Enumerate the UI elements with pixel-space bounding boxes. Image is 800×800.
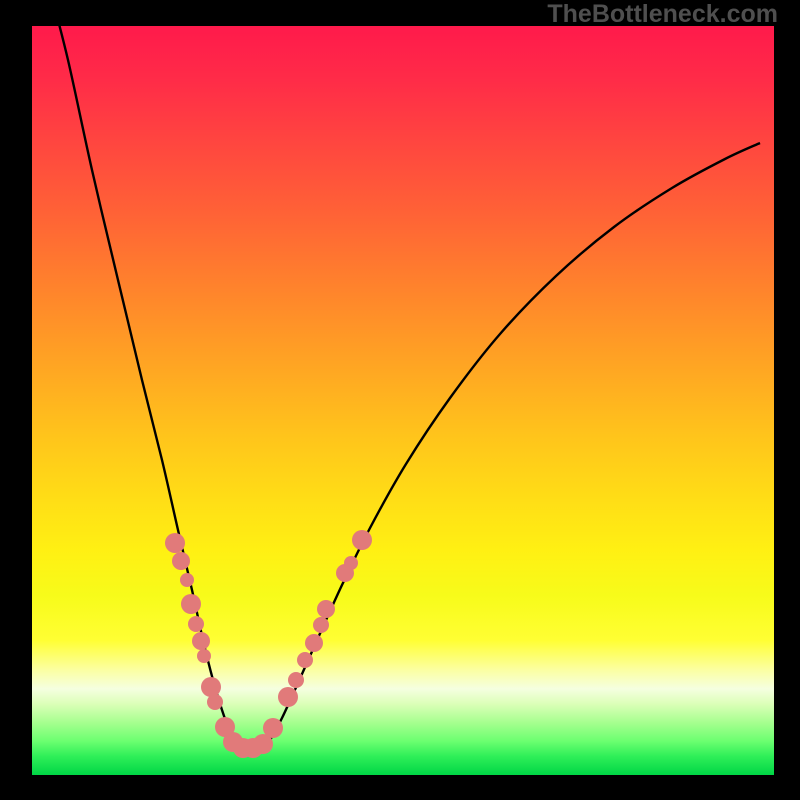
- data-point-marker: [180, 573, 194, 587]
- watermark-text: TheBottleneck.com: [547, 0, 778, 29]
- data-point-marker: [165, 533, 185, 553]
- data-point-marker: [192, 632, 210, 650]
- data-point-marker: [305, 634, 323, 652]
- data-point-marker: [188, 616, 204, 632]
- data-point-marker: [313, 617, 329, 633]
- data-point-marker: [317, 600, 335, 618]
- data-point-marker: [297, 652, 313, 668]
- data-point-marker: [344, 556, 358, 570]
- data-point-marker: [207, 694, 223, 710]
- plot-area: [32, 26, 774, 775]
- curve-layer: [32, 26, 774, 775]
- data-point-marker: [288, 672, 304, 688]
- data-point-marker: [352, 530, 372, 550]
- data-point-marker: [172, 552, 190, 570]
- data-point-marker: [197, 649, 211, 663]
- data-point-marker: [278, 687, 298, 707]
- data-point-marker: [263, 718, 283, 738]
- data-point-marker: [181, 594, 201, 614]
- v-curve: [50, 26, 760, 750]
